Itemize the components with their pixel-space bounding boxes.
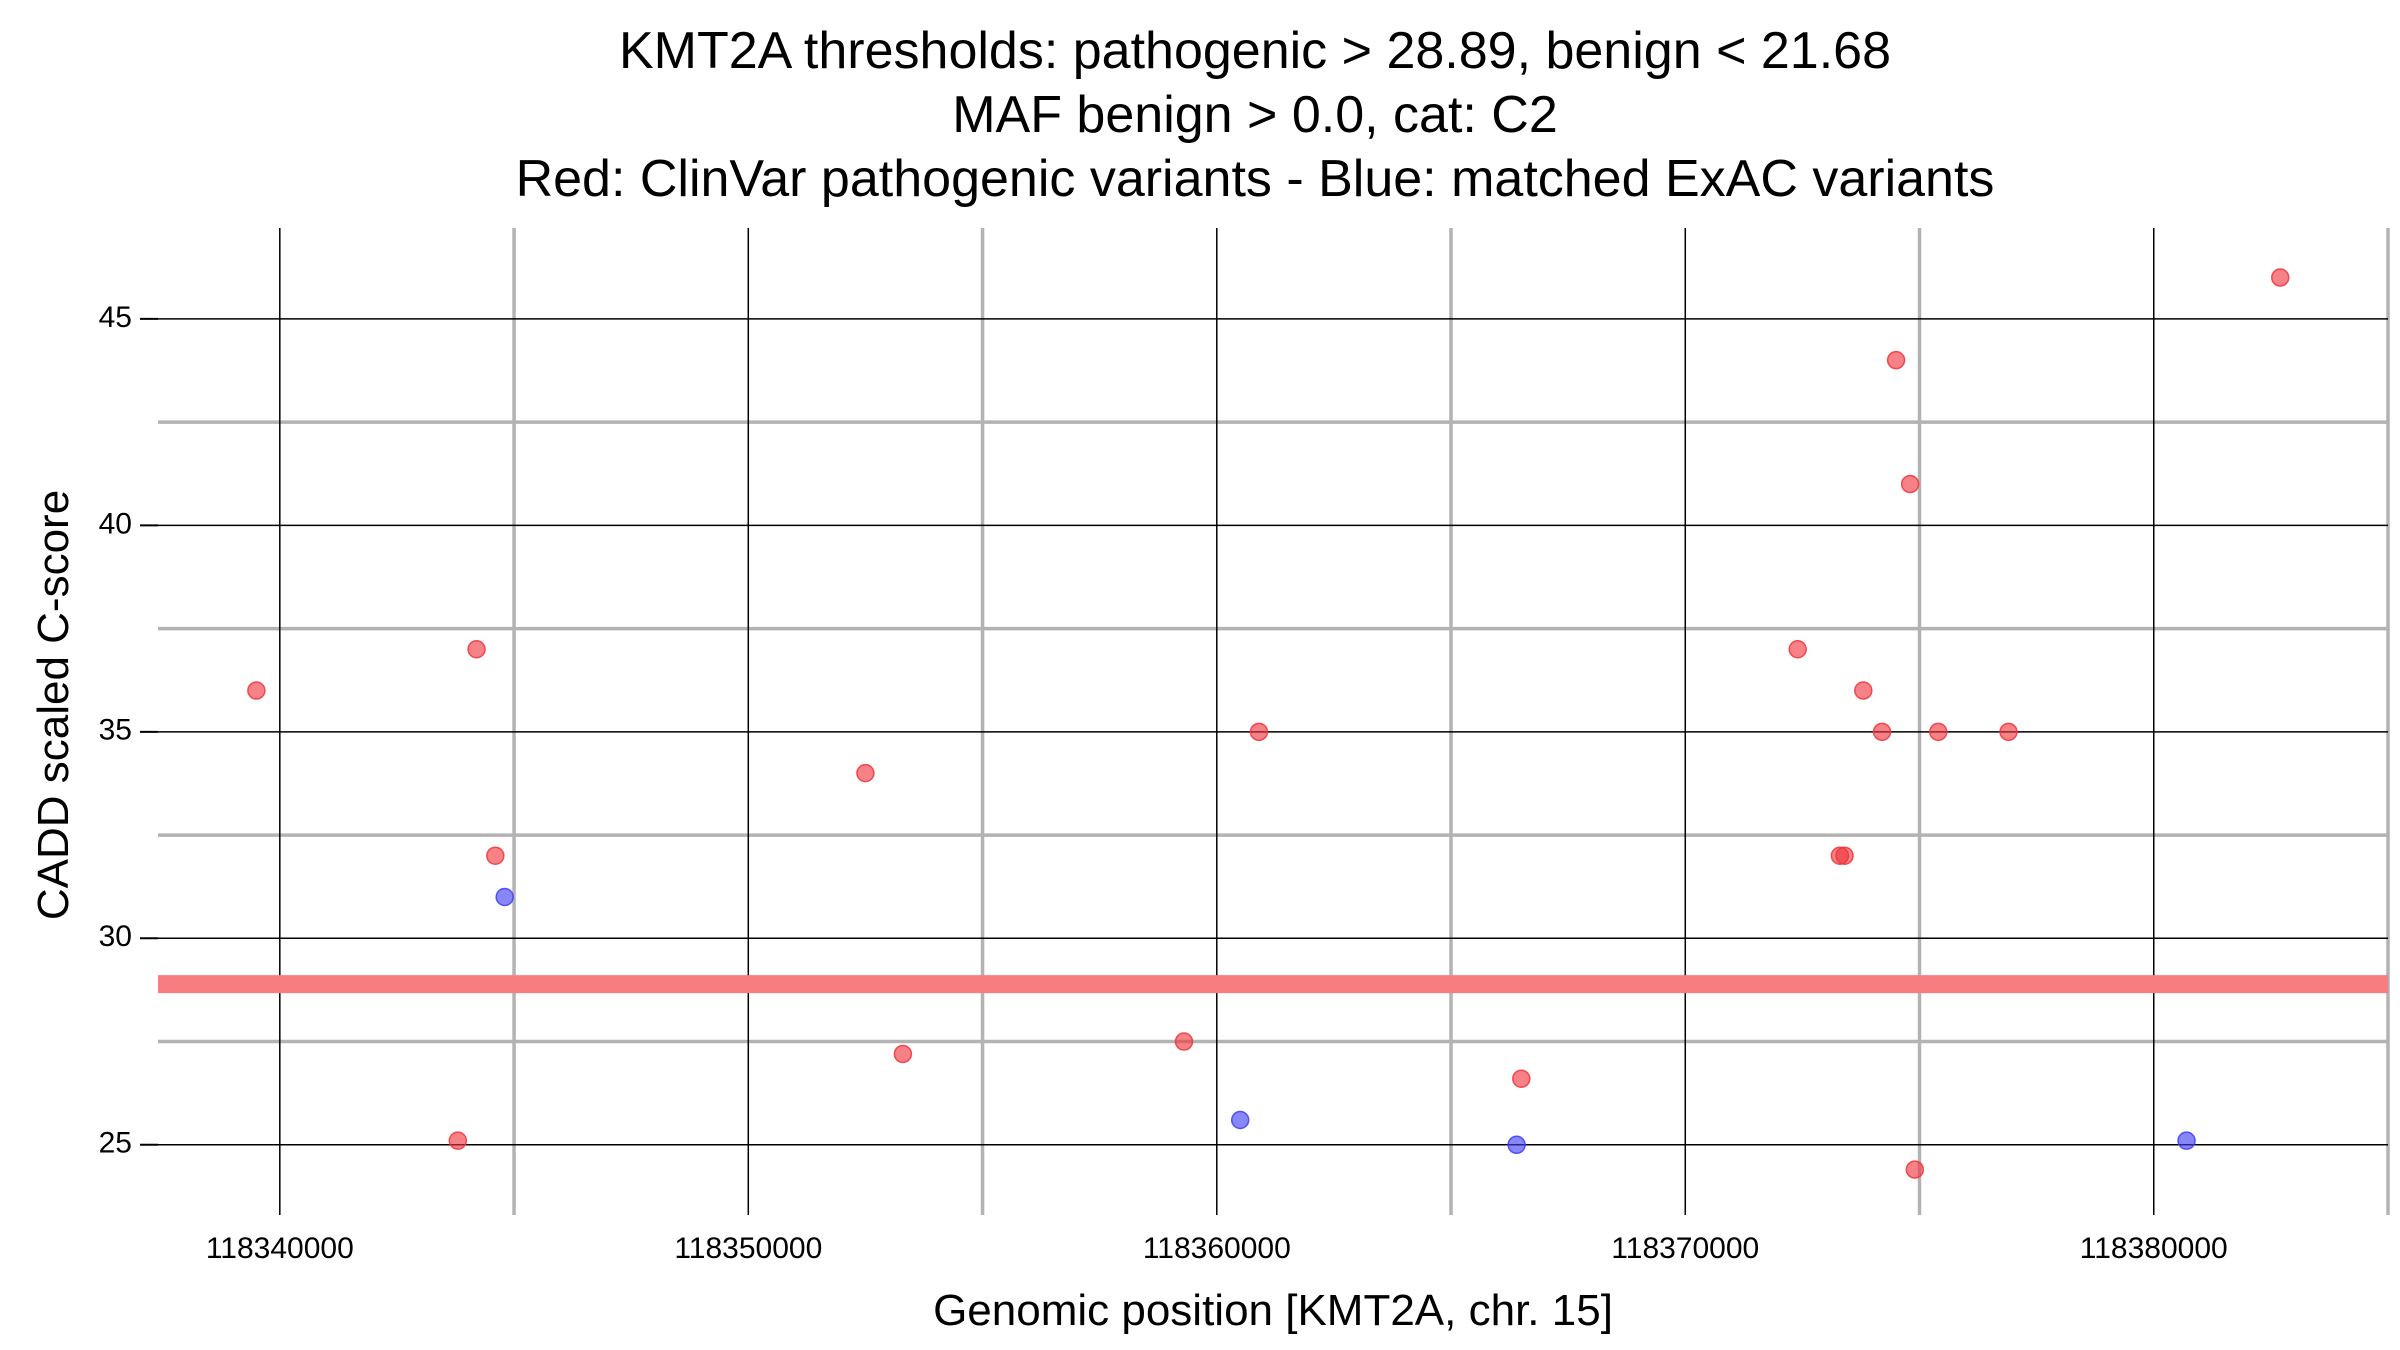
clinvar-point (486, 846, 505, 865)
clinvar-point (1174, 1032, 1194, 1051)
title-line-3: Red: ClinVar pathogenic variants - Blue:… (516, 150, 1995, 208)
y-tick-label: 40 (99, 507, 132, 540)
clinvar-point (1929, 722, 1948, 742)
axis-ticks (140, 317, 158, 1146)
title-line-2: MAF benign > 0.0, cat: C2 (952, 86, 1558, 144)
clinvar-point (1249, 722, 1269, 742)
clinvar-point (1835, 846, 1854, 865)
major-gridlines (158, 228, 2388, 1215)
data-points (247, 268, 2290, 1179)
y-tick-label: 30 (99, 920, 132, 953)
clinvar-point (1512, 1069, 1531, 1088)
chart-title: KMT2A thresholds: pathogenic > 28.89, be… (516, 22, 1995, 208)
clinvar-point (856, 763, 875, 783)
clinvar-point (1854, 681, 1873, 700)
y-axis-label: CADD scaled C-score (29, 490, 78, 920)
tick-labels: 118340000 118350000 118360000 118370000 1183… (99, 301, 2228, 1265)
x-tick-label: 118340000 (206, 1232, 354, 1265)
y-tick-label: 35 (99, 714, 132, 747)
clinvar-point (1905, 1160, 1925, 1179)
x-tick-label: 118380000 (2080, 1232, 2228, 1265)
minor-gridlines (158, 228, 2390, 1215)
x-tick-label: 118350000 (674, 1232, 822, 1265)
title-line-1: KMT2A thresholds: pathogenic > 28.89, be… (619, 22, 1891, 80)
exac-point (1230, 1110, 1250, 1130)
clinvar-point (2270, 268, 2290, 287)
x-axis-label: Genomic position [KMT2A, chr. 15] (933, 1286, 1613, 1335)
clinvar-point (1872, 722, 1892, 742)
exac-point (495, 887, 514, 907)
exac-point (1507, 1135, 1526, 1155)
clinvar-point (1788, 639, 1807, 659)
y-tick-label: 25 (99, 1127, 132, 1160)
exac-point (2177, 1131, 2196, 1150)
x-tick-label: 118360000 (1143, 1232, 1291, 1265)
clinvar-point (1999, 722, 2018, 742)
clinvar-point (247, 681, 266, 700)
clinvar-point (1900, 474, 1920, 494)
clinvar-point (467, 639, 486, 659)
clinvar-point (448, 1131, 468, 1150)
y-tick-label: 45 (99, 301, 132, 334)
clinvar-point (893, 1044, 913, 1064)
x-tick-label: 118370000 (1611, 1232, 1759, 1265)
clinvar-point (1886, 350, 1906, 370)
